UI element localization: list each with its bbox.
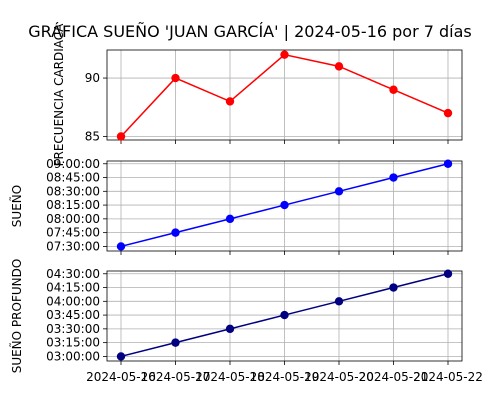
y-tick-label: 03:45:00 — [46, 308, 100, 322]
x-tick-label: 2024-05-22 — [413, 370, 483, 384]
data-point — [280, 50, 289, 59]
data-point — [334, 62, 344, 71]
y-tick-label: 85 — [85, 129, 100, 143]
x-tick-label: 2024-05-18 — [195, 370, 265, 384]
data-point — [280, 200, 289, 210]
y-tick-label: 08:30:00 — [46, 184, 100, 198]
data-point — [389, 283, 398, 292]
y-tick-label: 08:45:00 — [46, 171, 100, 185]
y-tick-label: 90 — [85, 71, 100, 85]
data-point — [334, 297, 344, 306]
data-point — [116, 242, 126, 251]
panel-1: 85 90 FRECUENCIA CARDIACA — [52, 23, 463, 167]
data-point — [171, 73, 180, 83]
panel-2: 07:30:0007:45:0008:00:0008:15:0008:30:00… — [9, 157, 463, 255]
axes-frame — [106, 160, 463, 252]
y-tick-label: 03:00:00 — [46, 349, 100, 363]
data-point — [225, 324, 235, 334]
panel-3: 03:00:0003:15:0003:30:0003:45:0004:00:00… — [9, 259, 483, 384]
y-tick-label: 04:15:00 — [46, 281, 100, 295]
data-point — [116, 352, 126, 361]
y-tick-label: 04:30:00 — [46, 267, 100, 281]
y-axis-label: SUEÑO PROFUNDO — [9, 259, 24, 374]
y-axis-label: SUEÑO — [9, 185, 24, 227]
axes-frame — [106, 49, 463, 141]
x-tick-label: 2024-05-17 — [141, 370, 211, 384]
figure-title: GRÁFICA SUEÑO 'JUAN GARCÍA' | 2024-05-16… — [28, 22, 472, 41]
y-tick-label: 08:15:00 — [46, 198, 100, 212]
y-tick-label: 08:00:00 — [46, 212, 100, 226]
data-point — [389, 85, 398, 94]
y-tick-label: 07:45:00 — [46, 226, 100, 240]
x-tick-label: 2024-05-19 — [250, 370, 320, 384]
data-point — [171, 338, 180, 347]
y-tick-label: 04:00:00 — [46, 294, 100, 308]
data-point — [116, 132, 126, 141]
data-point — [443, 269, 453, 278]
data-point — [225, 214, 235, 224]
data-point — [443, 108, 453, 118]
data-point — [171, 228, 180, 237]
data-point — [280, 310, 289, 320]
x-tick-label: 2024-05-20 — [304, 370, 374, 384]
x-tick-label: 2024-05-16 — [86, 370, 156, 384]
data-point — [225, 97, 235, 106]
y-axis-label: FRECUENCIA CARDIACA — [52, 23, 66, 167]
y-tick-label: 07:30:00 — [46, 239, 100, 253]
data-point — [334, 187, 344, 196]
data-point — [389, 173, 398, 182]
y-tick-label: 09:00:00 — [46, 157, 100, 171]
y-tick-label: 03:15:00 — [46, 336, 100, 350]
x-tick-label: 2024-05-21 — [359, 370, 429, 384]
axes-frame — [106, 270, 463, 362]
y-tick-label: 03:30:00 — [46, 322, 100, 336]
data-point — [443, 159, 453, 168]
